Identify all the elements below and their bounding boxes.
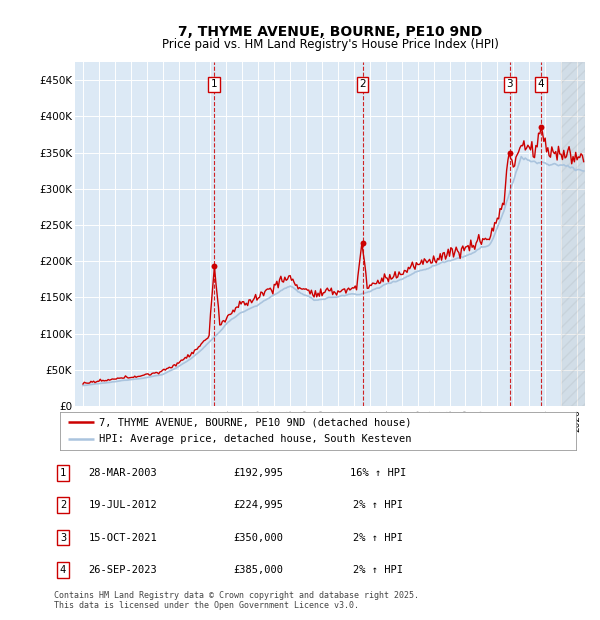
Text: HPI: Average price, detached house, South Kesteven: HPI: Average price, detached house, Sout…: [98, 435, 411, 445]
Text: 16% ↑ HPI: 16% ↑ HPI: [350, 468, 406, 478]
Text: £192,995: £192,995: [233, 468, 283, 478]
Text: 2: 2: [359, 79, 366, 89]
Text: 4: 4: [538, 79, 544, 89]
Text: 4: 4: [60, 565, 66, 575]
Point: [536, 122, 546, 132]
Point: [505, 148, 515, 157]
Text: 2: 2: [60, 500, 66, 510]
Text: 15-OCT-2021: 15-OCT-2021: [89, 533, 157, 542]
Point: [358, 238, 367, 248]
Text: Price paid vs. HM Land Registry's House Price Index (HPI): Price paid vs. HM Land Registry's House …: [161, 38, 499, 51]
Text: 1: 1: [60, 468, 66, 478]
Point: [209, 262, 219, 272]
Text: 3: 3: [60, 533, 66, 542]
Text: £350,000: £350,000: [233, 533, 283, 542]
Text: 2% ↑ HPI: 2% ↑ HPI: [353, 565, 403, 575]
Bar: [561, 62, 585, 406]
Text: 7, THYME AVENUE, BOURNE, PE10 9ND (detached house): 7, THYME AVENUE, BOURNE, PE10 9ND (detac…: [98, 417, 411, 427]
Text: 1: 1: [211, 79, 217, 89]
Text: 26-SEP-2023: 26-SEP-2023: [89, 565, 157, 575]
Text: 2% ↑ HPI: 2% ↑ HPI: [353, 533, 403, 542]
Text: £224,995: £224,995: [233, 500, 283, 510]
Text: 7, THYME AVENUE, BOURNE, PE10 9ND: 7, THYME AVENUE, BOURNE, PE10 9ND: [178, 25, 482, 39]
Text: £385,000: £385,000: [233, 565, 283, 575]
Text: 28-MAR-2003: 28-MAR-2003: [89, 468, 157, 478]
Text: 2% ↑ HPI: 2% ↑ HPI: [353, 500, 403, 510]
Text: 19-JUL-2012: 19-JUL-2012: [89, 500, 157, 510]
Text: Contains HM Land Registry data © Crown copyright and database right 2025.
This d: Contains HM Land Registry data © Crown c…: [54, 591, 419, 610]
Text: 3: 3: [506, 79, 513, 89]
